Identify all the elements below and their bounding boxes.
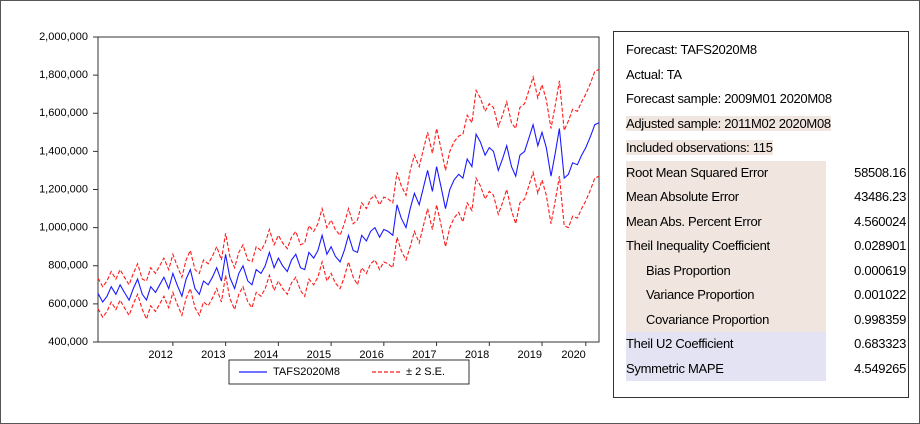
x-tick-label: 2014: [254, 349, 278, 361]
x-tick-label: 2018: [465, 349, 489, 361]
x-tick-label: 2020: [561, 349, 585, 361]
stat-line: Forecast sample: 2009M01 2020M08: [626, 91, 832, 106]
stat-row: Mean Absolute Error 43486.23: [626, 185, 908, 210]
series-line: [97, 68, 600, 288]
legend-label: TAFS2020M8: [273, 366, 340, 378]
stat-row: Covariance Proportion 0.998359: [626, 307, 908, 332]
stat-label: Variance Proportion: [626, 283, 826, 308]
stat-label: Covariance Proportion: [626, 307, 826, 332]
stat-line: Included observations: 115: [626, 136, 908, 161]
stat-value: 43486.23: [854, 189, 906, 204]
stat-row: Mean Abs. Percent Error 4.560024: [626, 209, 908, 234]
stat-label: Mean Absolute Error: [626, 185, 826, 210]
stat-value: 0.000619: [854, 262, 906, 278]
y-tick-label: 600,000: [48, 298, 88, 310]
stat-row: Theil U2 Coefficient 0.683323: [626, 332, 908, 357]
series-line: [97, 170, 600, 321]
chart: 400,000 600,000 800,000 1,000,000 1,200,000 1…: [39, 31, 600, 385]
plot-frame: [97, 36, 600, 343]
stat-value: 0.001022: [854, 287, 906, 302]
forecast-stats: Forecast: TAFS2020M8 Actual: TA Forecast…: [613, 31, 909, 398]
stat-label: Mean Abs. Percent Error: [626, 209, 826, 234]
stat-value: 4.560024: [854, 213, 906, 229]
series-line: [97, 122, 600, 304]
x-tick-label: 2013: [201, 349, 225, 361]
stat-value: 4.549265: [854, 360, 906, 376]
stat-value: 0.028901: [854, 238, 906, 253]
stat-row: Variance Proportion 0.001022: [626, 283, 908, 308]
y-tick-label: 1,800,000: [39, 69, 88, 81]
y-tick-label: 1,400,000: [39, 145, 88, 157]
y-tick-label: 400,000: [48, 336, 88, 348]
legend-box: [228, 359, 470, 385]
y-tick-label: 1,000,000: [39, 222, 88, 234]
stat-value: 0.683323: [854, 336, 906, 351]
stat-row: Bias Proportion 0.000619: [626, 258, 908, 283]
stat-label: Root Mean Squared Error: [626, 160, 826, 185]
x-tick-label: 2016: [359, 349, 383, 361]
stat-row: Root Mean Squared Error 58508.16: [626, 160, 908, 185]
stat-row: Theil Inequality Coefficient 0.028901: [626, 234, 908, 259]
x-tick-label: 2019: [518, 349, 542, 361]
stat-text: Included observations: 115: [626, 140, 773, 155]
stat-line: Forecast: TAFS2020M8: [626, 42, 757, 57]
stat-value: 0.998359: [854, 311, 906, 327]
legend-label: ± 2 S.E.: [406, 366, 445, 378]
stat-label: Theil Inequality Coefficient: [626, 234, 826, 259]
stat-label: Bias Proportion: [626, 258, 826, 283]
stat-row: Symmetric MAPE 4.549265: [626, 356, 908, 381]
x-tick-label: 2015: [307, 349, 331, 361]
stat-line: Actual: TA: [626, 66, 682, 82]
y-tick-label: 2,000,000: [39, 31, 88, 43]
stat-label: Symmetric MAPE: [626, 356, 826, 381]
y-tick-label: 1,200,000: [39, 183, 88, 195]
x-tick-label: 2012: [148, 349, 172, 361]
y-tick-label: 1,600,000: [39, 107, 88, 119]
y-tick-label: 800,000: [48, 260, 88, 272]
x-tick-label: 2017: [412, 349, 436, 361]
stat-value: 58508.16: [854, 164, 906, 180]
stat-text: Adjusted sample: 2011M02 2020M08: [626, 115, 831, 131]
stat-line: Adjusted sample: 2011M02 2020M08: [626, 112, 908, 137]
stat-label: Theil U2 Coefficient: [626, 332, 826, 357]
